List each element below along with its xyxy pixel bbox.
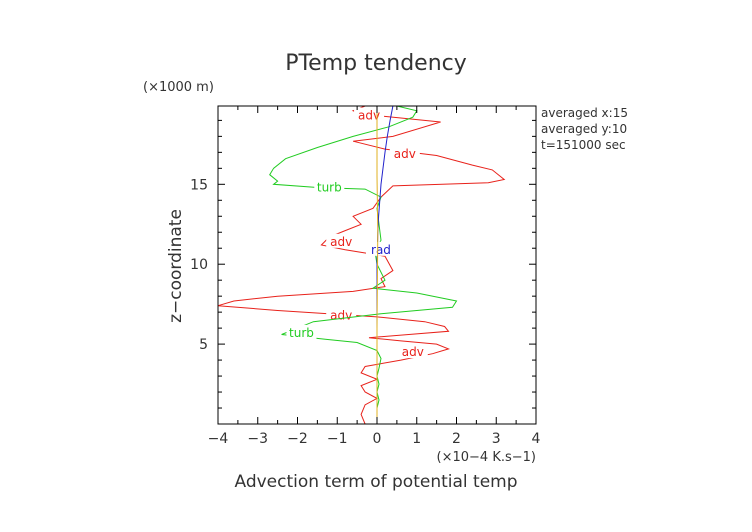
series-label-background xyxy=(365,241,396,256)
series-label-turb: turb xyxy=(289,326,314,340)
series-label-rad: rad xyxy=(371,243,391,257)
x-tick-label: 3 xyxy=(492,431,501,447)
series-label-turb: turb xyxy=(317,180,342,194)
x-unit-label: (×10−4 K.s−1) xyxy=(437,450,536,465)
x-tick-label: −4 xyxy=(208,431,229,447)
series-line-aux xyxy=(376,106,379,424)
y-axis-ticks: 5 10 15 xyxy=(190,119,536,409)
series-label-background xyxy=(286,324,317,339)
chart-title: PTemp tendency xyxy=(285,51,467,76)
series-label-adv: adv xyxy=(330,235,352,249)
info-line-averaged-y: averaged y:10 xyxy=(541,122,627,136)
y-tick-label: 10 xyxy=(190,257,208,273)
series-line-rad xyxy=(376,105,394,424)
series-label-background xyxy=(326,233,357,248)
x-axis-label: Advection term of potential temp xyxy=(234,472,517,492)
x-tick-label: −3 xyxy=(247,431,268,447)
series-label-adv: adv xyxy=(358,109,380,123)
x-tick-label: −1 xyxy=(327,431,348,447)
info-line-time: t=151000 sec xyxy=(541,138,626,152)
y-unit-label: (×1000 m) xyxy=(143,80,214,95)
x-tick-label: 1 xyxy=(412,431,421,447)
info-box: averaged x:15 averaged y:10 t=151000 sec xyxy=(541,106,628,152)
x-tick-label: 4 xyxy=(532,431,541,447)
info-line-averaged-x: averaged x:15 xyxy=(541,106,628,120)
series-label-adv: adv xyxy=(394,147,416,161)
series-label-background xyxy=(389,145,420,160)
series-label-background xyxy=(314,179,345,194)
y-tick-label: 5 xyxy=(199,337,208,353)
series-layer: adv adv adv adv adv turb turb rad xyxy=(217,105,506,425)
series-label-adv: adv xyxy=(402,345,424,359)
series-line-turb xyxy=(269,105,458,424)
series-line-adv xyxy=(217,105,506,425)
series-label-background xyxy=(397,344,428,359)
x-tick-label: 2 xyxy=(452,431,461,447)
y-tick-label: 15 xyxy=(190,177,208,193)
x-tick-label: −2 xyxy=(287,431,308,447)
x-tick-label: 0 xyxy=(373,431,382,447)
series-label-adv: adv xyxy=(330,308,352,322)
y-axis-label: z−coordinate xyxy=(166,209,186,323)
x-axis-ticks: −4 −3 −2 −1 0 1 2 3 4 xyxy=(208,106,541,447)
